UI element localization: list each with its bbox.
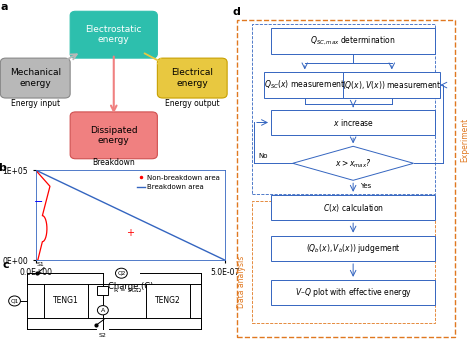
FancyBboxPatch shape — [0, 58, 70, 98]
Text: Energy input: Energy input — [11, 99, 60, 108]
Legend: Non-breakdown area, Breakdown area: Non-breakdown area, Breakdown area — [136, 174, 222, 192]
Text: Breakdown: Breakdown — [92, 158, 135, 167]
Polygon shape — [292, 146, 413, 180]
FancyBboxPatch shape — [271, 110, 435, 135]
Text: Mechanical
energy: Mechanical energy — [9, 68, 61, 88]
FancyBboxPatch shape — [271, 280, 435, 305]
Text: $C(x)$ calculation: $C(x)$ calculation — [323, 202, 383, 213]
FancyBboxPatch shape — [70, 112, 157, 159]
Text: Data analysis: Data analysis — [237, 256, 246, 308]
Text: TENG2: TENG2 — [155, 296, 181, 305]
Text: $Q_{SC}(x)$ measurement: $Q_{SC}(x)$ measurement — [264, 79, 346, 91]
FancyBboxPatch shape — [344, 72, 440, 98]
Text: Electrical
energy: Electrical energy — [171, 68, 213, 88]
Text: Dissipated
energy: Dissipated energy — [90, 126, 137, 145]
Text: +: + — [127, 228, 134, 238]
Text: Energy output: Energy output — [165, 99, 219, 108]
Text: Electrostatic
energy: Electrostatic energy — [85, 25, 142, 44]
Text: b: b — [0, 163, 6, 173]
Text: $x > x_{max}$?: $x > x_{max}$? — [335, 157, 371, 170]
Text: c: c — [2, 260, 9, 270]
Text: Yes: Yes — [360, 183, 372, 188]
Text: $Q_{SC,max}$ determination: $Q_{SC,max}$ determination — [310, 35, 396, 47]
Text: a: a — [0, 2, 8, 12]
Circle shape — [9, 296, 20, 306]
Text: −: − — [34, 197, 43, 206]
FancyBboxPatch shape — [157, 58, 227, 98]
FancyBboxPatch shape — [264, 72, 346, 98]
Text: $V$–$Q$ plot with effective energy: $V$–$Q$ plot with effective energy — [294, 286, 412, 299]
Circle shape — [116, 268, 128, 278]
Text: d: d — [232, 7, 240, 17]
Text: S2: S2 — [99, 333, 107, 338]
FancyBboxPatch shape — [146, 284, 190, 318]
Text: Q2: Q2 — [117, 271, 126, 276]
FancyBboxPatch shape — [44, 284, 88, 318]
FancyBboxPatch shape — [271, 195, 435, 220]
Text: $(Q(x), V(x))$ measurement: $(Q(x), V(x))$ measurement — [342, 79, 442, 91]
Text: Experiment: Experiment — [460, 117, 469, 162]
Text: TENG1: TENG1 — [53, 296, 79, 305]
Text: $x$ increase: $x$ increase — [333, 117, 374, 128]
FancyBboxPatch shape — [271, 28, 435, 54]
Text: A: A — [101, 308, 105, 313]
Text: Q1: Q1 — [10, 298, 18, 304]
FancyBboxPatch shape — [271, 236, 435, 261]
Circle shape — [98, 306, 108, 315]
FancyBboxPatch shape — [70, 11, 157, 58]
FancyBboxPatch shape — [98, 286, 108, 295]
Text: R = 5GΩ: R = 5GΩ — [114, 288, 141, 293]
Text: S1: S1 — [37, 262, 45, 267]
Text: No: No — [259, 153, 268, 159]
Text: $(Q_b(x), V_b(x))$ judgement: $(Q_b(x), V_b(x))$ judgement — [306, 242, 401, 255]
X-axis label: Charge (C): Charge (C) — [108, 282, 153, 291]
